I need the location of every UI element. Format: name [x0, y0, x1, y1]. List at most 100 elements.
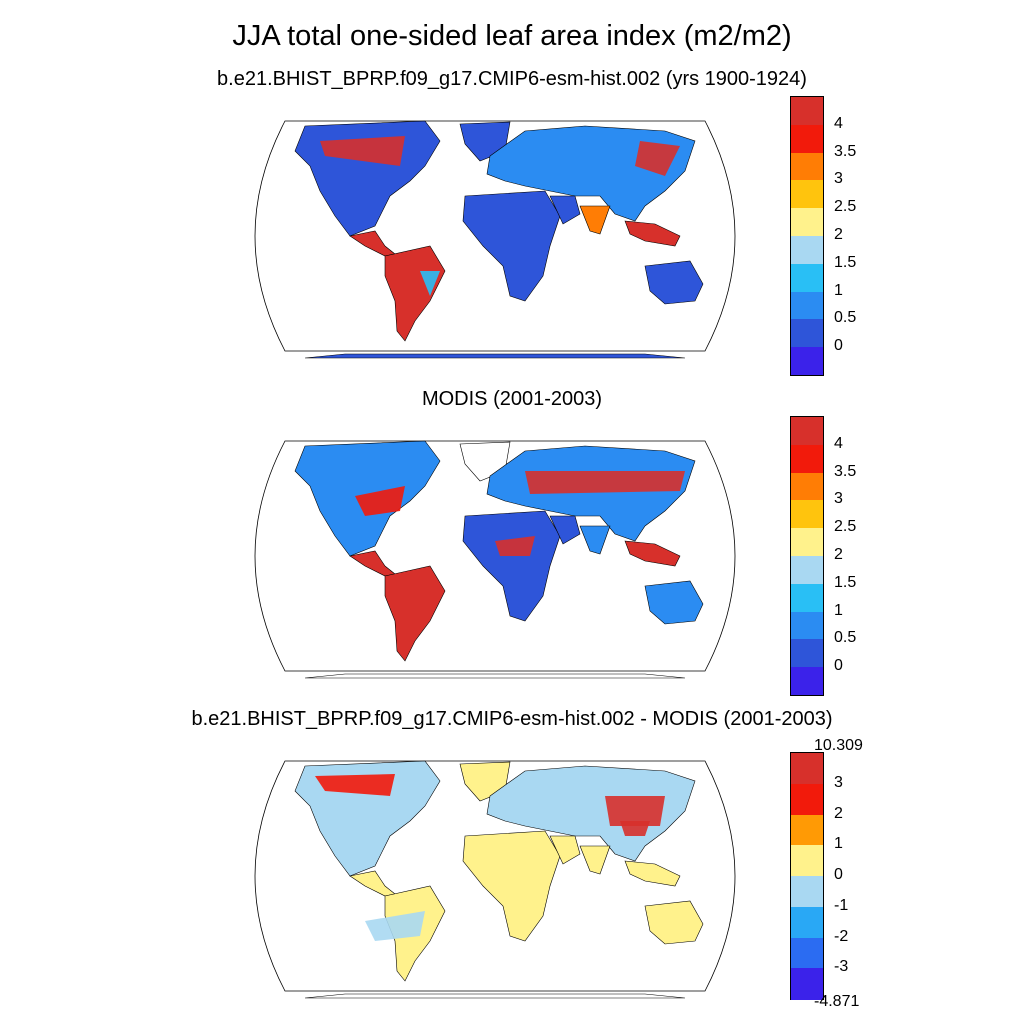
- colorbar-swatch: [791, 319, 823, 348]
- colorbar-swatch: [791, 667, 823, 696]
- colorbar-tick-label: 2: [834, 546, 843, 563]
- land-arabia: [549, 515, 581, 545]
- colorbar-tick-label: 0.5: [834, 309, 857, 327]
- colorbar-min-label: -4.871: [814, 993, 860, 1010]
- colorbar-tick-label: -2: [834, 927, 849, 945]
- colorbar-swatch: [791, 291, 823, 320]
- colorbar-tick-label: 2.5: [834, 518, 857, 536]
- colorbar-tick-label: 0: [834, 866, 843, 883]
- land-australia: [644, 260, 704, 305]
- land-southAmerica: [384, 565, 446, 662]
- land-seAsia: [624, 860, 681, 887]
- panel-2-map: [254, 440, 736, 679]
- colorbar-swatch: [791, 583, 823, 613]
- value-region-2: [495, 536, 535, 556]
- colorbar-swatch: [791, 180, 823, 209]
- value-region-0: [320, 136, 405, 166]
- colorbar-tick-label: 0: [834, 337, 843, 355]
- colorbar-swatch: [791, 937, 823, 969]
- land-india: [579, 525, 611, 555]
- land-africa: [462, 830, 561, 942]
- colorbar-tick-label: 3: [834, 170, 843, 188]
- colorbar-swatch: [791, 124, 823, 154]
- colorbar-tick-label: 3: [834, 490, 843, 508]
- colorbar-swatch: [791, 556, 823, 585]
- colorbar-tick-label: 1: [834, 835, 843, 853]
- colorbar-tick-label: 0: [834, 657, 843, 675]
- panel-1-subtitle: b.e21.BHIST_BPRP.f09_g17.CMIP6-esm-hist.…: [217, 68, 807, 90]
- value-region-0: [525, 471, 685, 494]
- colorbar-tick-label: 4: [834, 434, 843, 452]
- land-india: [579, 845, 611, 875]
- value-region-3: [365, 911, 425, 941]
- colorbar-swatch: [791, 97, 823, 126]
- colorbar-tick-label: 1.5: [834, 253, 857, 271]
- colorbar-tick-label: 2: [834, 804, 843, 822]
- colorbar-swatch: [791, 639, 823, 668]
- value-region-1: [355, 486, 405, 516]
- figure-title: JJA total one-sided leaf area index (m2/…: [232, 20, 792, 52]
- panel-3-subtitle: b.e21.BHIST_BPRP.f09_g17.CMIP6-esm-hist.…: [191, 708, 833, 730]
- colorbar-tick-label: 3.5: [834, 142, 857, 160]
- land-africa: [462, 190, 561, 302]
- colorbar-swatch: [791, 500, 823, 529]
- colorbar-swatch: [791, 753, 823, 785]
- panel-2-colorbar: 4 3.5 3 2.5 2 1.5 1 0.5 0: [790, 416, 856, 696]
- colorbar-swatch: [791, 906, 823, 938]
- value-region-2: [420, 271, 440, 296]
- colorbar-swatch: [791, 417, 823, 446]
- land-antarctica: [304, 993, 686, 999]
- colorbar-swatch: [791, 783, 823, 815]
- colorbar-swatch: [791, 208, 823, 237]
- colorbar-tick-label: 2.5: [834, 198, 857, 216]
- value-region-1: [635, 141, 680, 176]
- land-australia: [644, 900, 704, 945]
- panel-1-colorbar: 4 3.5 3 2.5 2 1.5 1 0.5 0: [790, 96, 856, 376]
- land-eurasia: [486, 445, 696, 542]
- colorbar-tick-label: 1: [834, 601, 843, 619]
- colorbar-swatch: [791, 876, 823, 908]
- colorbar-tick-label: 0.5: [834, 629, 857, 647]
- land-antarctica: [304, 353, 686, 359]
- land-africa: [462, 510, 561, 622]
- land-seAsia: [624, 220, 681, 247]
- land-arabia: [549, 835, 581, 865]
- panel-1-map: [254, 120, 736, 359]
- colorbar-frame: [790, 96, 824, 376]
- colorbar-tick-label: -1: [834, 896, 849, 914]
- value-region-0: [315, 774, 395, 796]
- colorbar-tick-label: 2: [834, 226, 843, 243]
- colorbar-swatch: [791, 611, 823, 640]
- colorbar-tick-label: 1: [834, 281, 843, 299]
- colorbar-swatch: [791, 236, 823, 265]
- panel-3-map: [254, 760, 736, 999]
- colorbar-swatch: [791, 472, 823, 501]
- colorbar-tick-label: 4: [834, 114, 843, 132]
- colorbar-frame: [790, 416, 824, 696]
- colorbar-swatch: [791, 263, 823, 293]
- colorbar-tick-label: -3: [834, 958, 849, 976]
- colorbar-frame: [790, 752, 824, 1000]
- colorbar-swatch: [791, 152, 823, 181]
- colorbar-swatch: [791, 528, 823, 557]
- land-arabia: [549, 195, 581, 225]
- colorbar-tick-label: 3: [834, 773, 843, 791]
- land-seAsia: [624, 540, 681, 567]
- value-region-1: [605, 796, 665, 826]
- colorbar-max-label: 10.309: [814, 737, 863, 754]
- colorbar-tick-label: 3.5: [834, 462, 857, 480]
- panel-3-colorbar: 3 2 1 0 -1 -2 -3 10.309 -4.871: [790, 737, 863, 1010]
- colorbar-swatch: [791, 968, 823, 1000]
- colorbar-swatch: [791, 845, 823, 877]
- land-southAmerica: [384, 245, 446, 342]
- land-antarctica: [304, 673, 686, 679]
- panel-2-subtitle: MODIS (2001-2003): [421, 388, 603, 410]
- colorbar-tick-label: 1.5: [834, 573, 857, 591]
- colorbar-swatch: [791, 347, 823, 376]
- land-australia: [644, 580, 704, 625]
- colorbar-swatch: [791, 814, 823, 846]
- land-india: [579, 205, 611, 235]
- value-region-2: [620, 821, 650, 836]
- land-eurasia: [486, 765, 696, 862]
- colorbar-swatch: [791, 444, 823, 474]
